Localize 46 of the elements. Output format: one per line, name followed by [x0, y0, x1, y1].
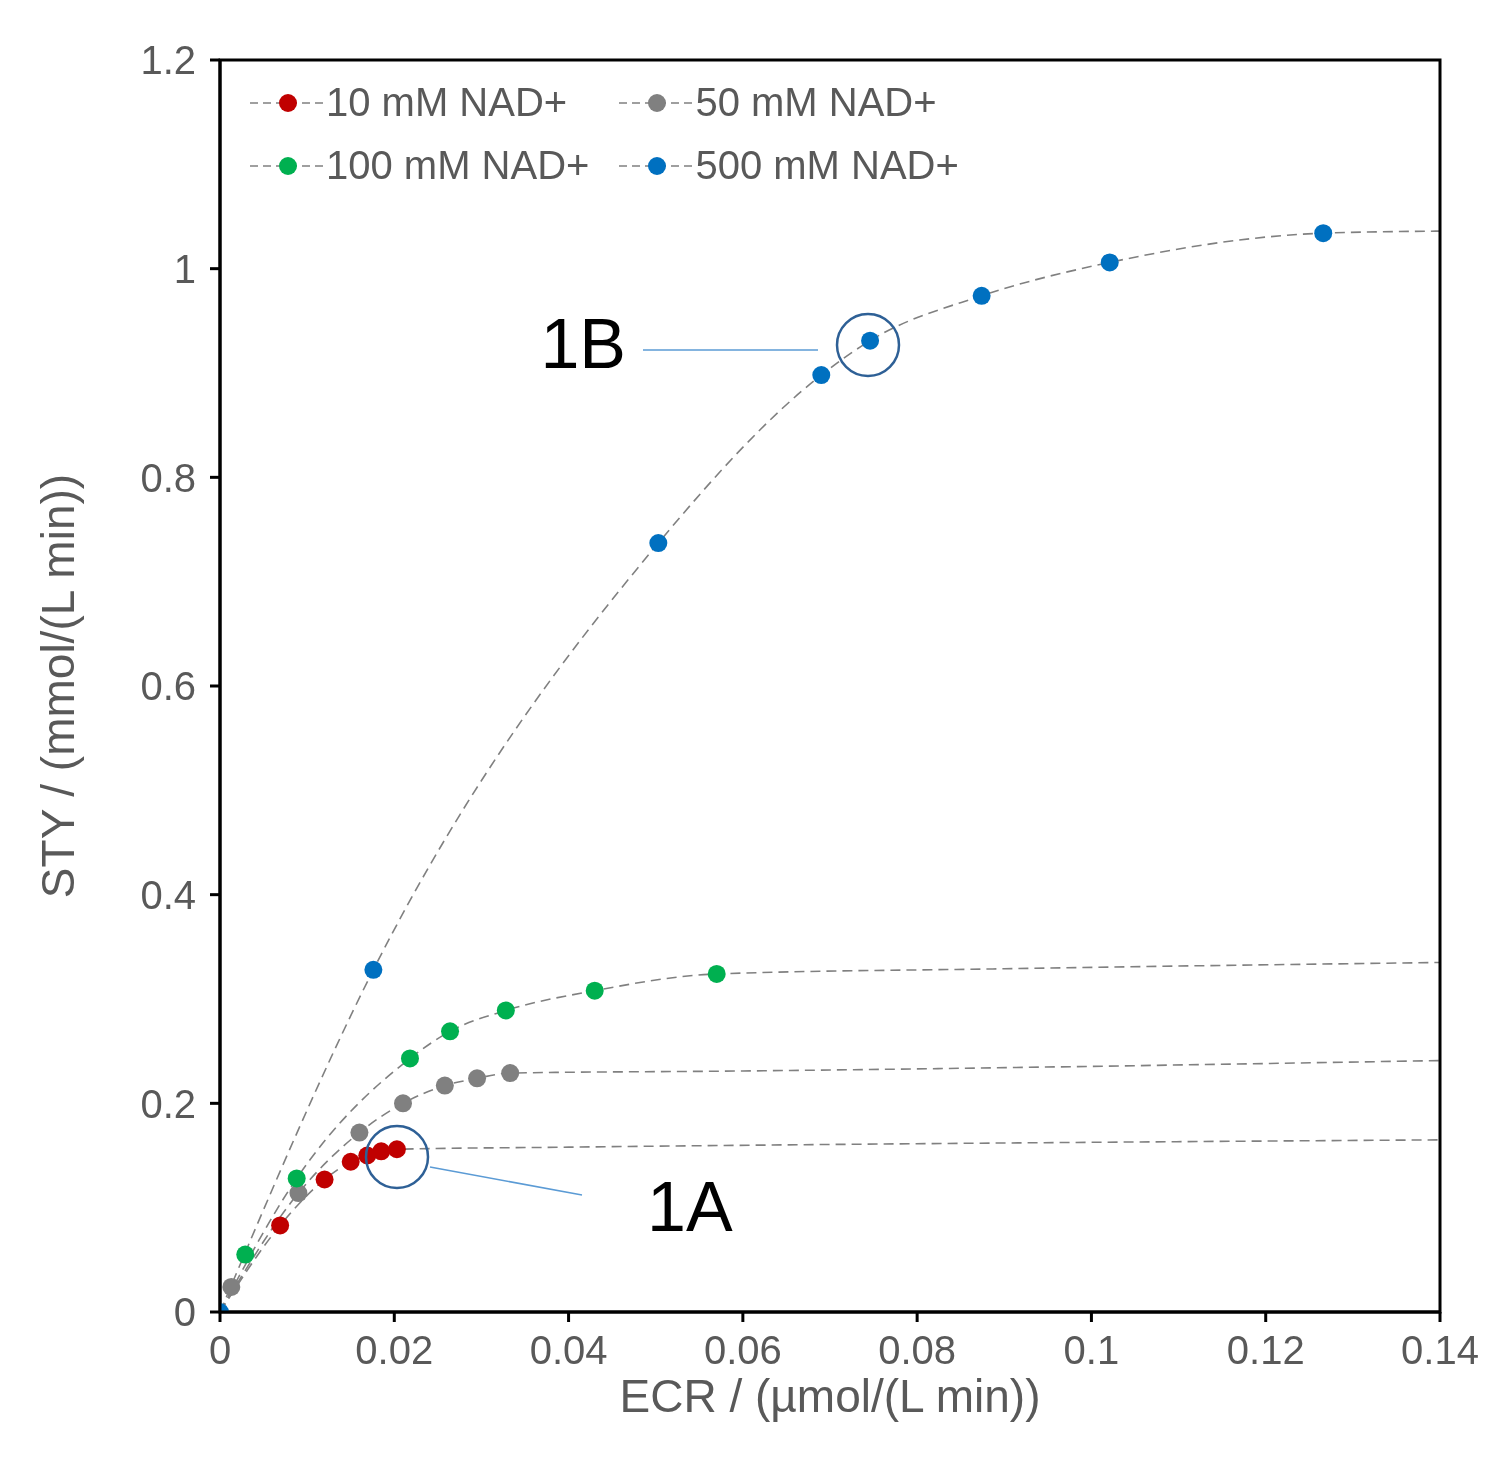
- point: [222, 1277, 241, 1296]
- x-tick-label: 0.08: [878, 1328, 957, 1373]
- y-tick-label: 0.4: [140, 872, 196, 917]
- x-tick-label: 0.14: [1401, 1328, 1479, 1373]
- annotation: 1B: [540, 305, 626, 384]
- annotation: 1A: [647, 1168, 733, 1247]
- y-tick-label: 0: [173, 1290, 196, 1335]
- x-tick-label: 0.02: [355, 1328, 434, 1373]
- point: [501, 1064, 520, 1083]
- point: [1314, 224, 1333, 243]
- y-tick-label: 0.2: [140, 1081, 196, 1126]
- point: [236, 1245, 255, 1264]
- point: [435, 1076, 454, 1095]
- legend-label: 50 mM NAD+: [695, 80, 937, 125]
- y-axis-title: STY / (mmol/(L min)): [32, 473, 85, 899]
- point: [812, 366, 831, 385]
- legend-label: 10 mM NAD+: [326, 80, 568, 125]
- point: [372, 1142, 391, 1161]
- x-tick-label: 0.1: [1063, 1328, 1120, 1373]
- legend-label: 500 mM NAD+: [695, 143, 959, 188]
- point: [350, 1123, 369, 1142]
- point: [394, 1094, 412, 1113]
- point: [585, 981, 604, 1000]
- point: [315, 1170, 334, 1189]
- point: [287, 1169, 306, 1188]
- point: [468, 1069, 487, 1088]
- y-tick-label: 0.6: [140, 664, 196, 709]
- point: [649, 534, 668, 553]
- point: [341, 1152, 360, 1171]
- point: [441, 1022, 460, 1041]
- x-axis-title: ECR / (µmol/(L min)): [619, 1370, 1041, 1422]
- x-tick-label: 0.06: [703, 1328, 782, 1373]
- x-tick-label: 0: [208, 1328, 232, 1373]
- x-tick-label: 0.04: [529, 1328, 608, 1373]
- x-tick-label: 0.12: [1226, 1328, 1305, 1373]
- point: [972, 286, 991, 305]
- y-tick-label: 1: [173, 246, 196, 291]
- point: [496, 1001, 515, 1020]
- point: [364, 960, 383, 979]
- y-tick-label: 1.2: [140, 38, 196, 83]
- point: [707, 964, 726, 983]
- point: [400, 1049, 419, 1068]
- legend-label: 100 mM NAD+: [326, 143, 590, 188]
- y-tick-label: 0.8: [140, 455, 196, 500]
- point: [271, 1216, 290, 1235]
- point: [1100, 253, 1119, 272]
